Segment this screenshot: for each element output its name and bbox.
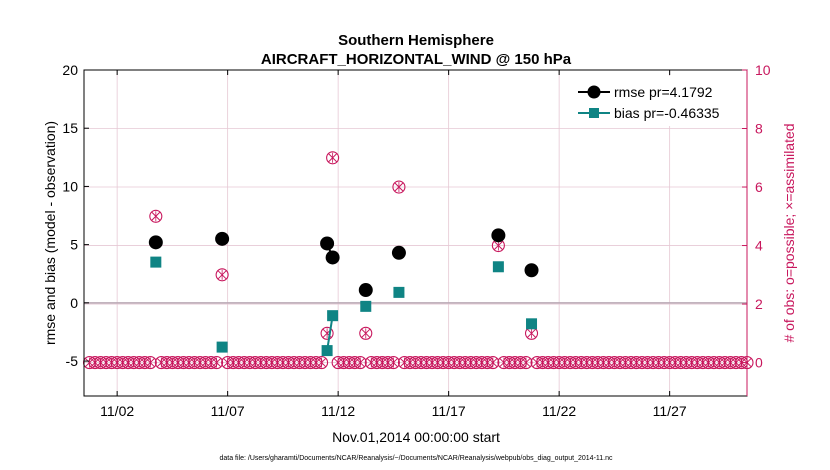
obs-possible-circle [149, 209, 163, 223]
y2-tick-label: 6 [755, 179, 763, 195]
obs-possible-circle [353, 356, 367, 370]
y-tick-label: -5 [66, 353, 79, 369]
legend-rmse-label: rmse pr=4.1792 [614, 84, 713, 100]
obs-count-marker [143, 356, 157, 370]
axis-layer: 11/02 11/07 11/12 11/17 11/22 11/27-505101520… [62, 62, 770, 419]
bias-point [360, 300, 372, 312]
obs-count-marker [210, 356, 224, 370]
legend-bias-label: bias pr=-0.46335 [614, 105, 720, 121]
obs-possible-circle [320, 326, 334, 340]
rmse-point [358, 283, 373, 298]
rmse-point [391, 245, 406, 260]
obs-possible-circle [326, 151, 340, 165]
obs-count-marker [149, 209, 163, 223]
y-tick-label: 15 [62, 120, 78, 136]
y2-tick-label: 4 [755, 238, 763, 254]
obs-count-marker [215, 268, 229, 282]
x-tick-label: 11/17 [432, 403, 466, 419]
y-tick-label: 0 [70, 295, 78, 311]
obs-possible-circle [210, 356, 224, 370]
obs-possible-circle [315, 356, 329, 370]
rmse-point [325, 250, 340, 265]
y-axis-label: rmse and bias (model - observation) [42, 121, 58, 345]
bias-point [321, 345, 333, 357]
x-tick-label: 11/12 [321, 403, 355, 419]
bias-point [150, 256, 162, 268]
legend-bias-marker [589, 108, 599, 118]
chart-subtitle: AIRCRAFT_HORIZONTAL_WIND @ 150 hPa [261, 51, 572, 68]
x-axis-label: Nov.01,2014 00:00:00 start [332, 429, 500, 445]
y2-tick-label: 10 [755, 62, 771, 78]
y-tick-label: 5 [70, 237, 78, 253]
obs-possible-circle [486, 356, 500, 370]
bias-point [526, 318, 538, 330]
x-tick-label: 11/07 [211, 403, 245, 419]
y2-tick-label: 0 [755, 355, 763, 371]
footnote: data file: /Users/gharamti/Documents/NCA… [219, 455, 613, 462]
rmse-point [491, 228, 506, 243]
series-layer [82, 151, 754, 370]
legend: rmse pr=4.1792 bias pr=-0.46335 [572, 76, 742, 126]
bias-point [492, 261, 504, 273]
obs-possible-circle [519, 356, 533, 370]
obs-count-marker [326, 151, 340, 165]
obs-count-marker [359, 326, 373, 340]
bias-point [393, 286, 405, 298]
obs-possible-circle [386, 356, 400, 370]
bias-line-segment [326, 315, 334, 351]
rmse-point [148, 235, 163, 250]
y2-axis-label: # of obs: o=possible; ×=assimilated [781, 123, 797, 342]
y2-tick-label: 8 [755, 121, 763, 137]
obs-count-marker [486, 356, 500, 370]
y-tick-label: 10 [62, 178, 78, 194]
x-tick-label: 11/27 [653, 403, 687, 419]
x-tick-label: 11/22 [542, 403, 576, 419]
obs-count-marker [386, 356, 400, 370]
obs-possible-circle [143, 356, 157, 370]
bias-point [216, 341, 228, 353]
obs-count-marker [353, 356, 367, 370]
rmse-point [524, 263, 539, 278]
obs-count-marker [519, 356, 533, 370]
y2-tick-label: 2 [755, 296, 763, 312]
rmse-point [320, 236, 335, 251]
legend-box [572, 76, 742, 126]
obs-possible-circle [215, 268, 229, 282]
chart-title: Southern Hemisphere [338, 32, 494, 49]
y-tick-label: 20 [62, 62, 78, 78]
obs-possible-circle [392, 180, 406, 194]
x-tick-label: 11/02 [100, 403, 134, 419]
obs-count-marker [392, 180, 406, 194]
obs-count-marker [315, 356, 329, 370]
rmse-point [215, 231, 230, 246]
legend-rmse-marker [587, 85, 601, 99]
bias-point [327, 310, 339, 322]
obs-possible-circle [359, 326, 373, 340]
